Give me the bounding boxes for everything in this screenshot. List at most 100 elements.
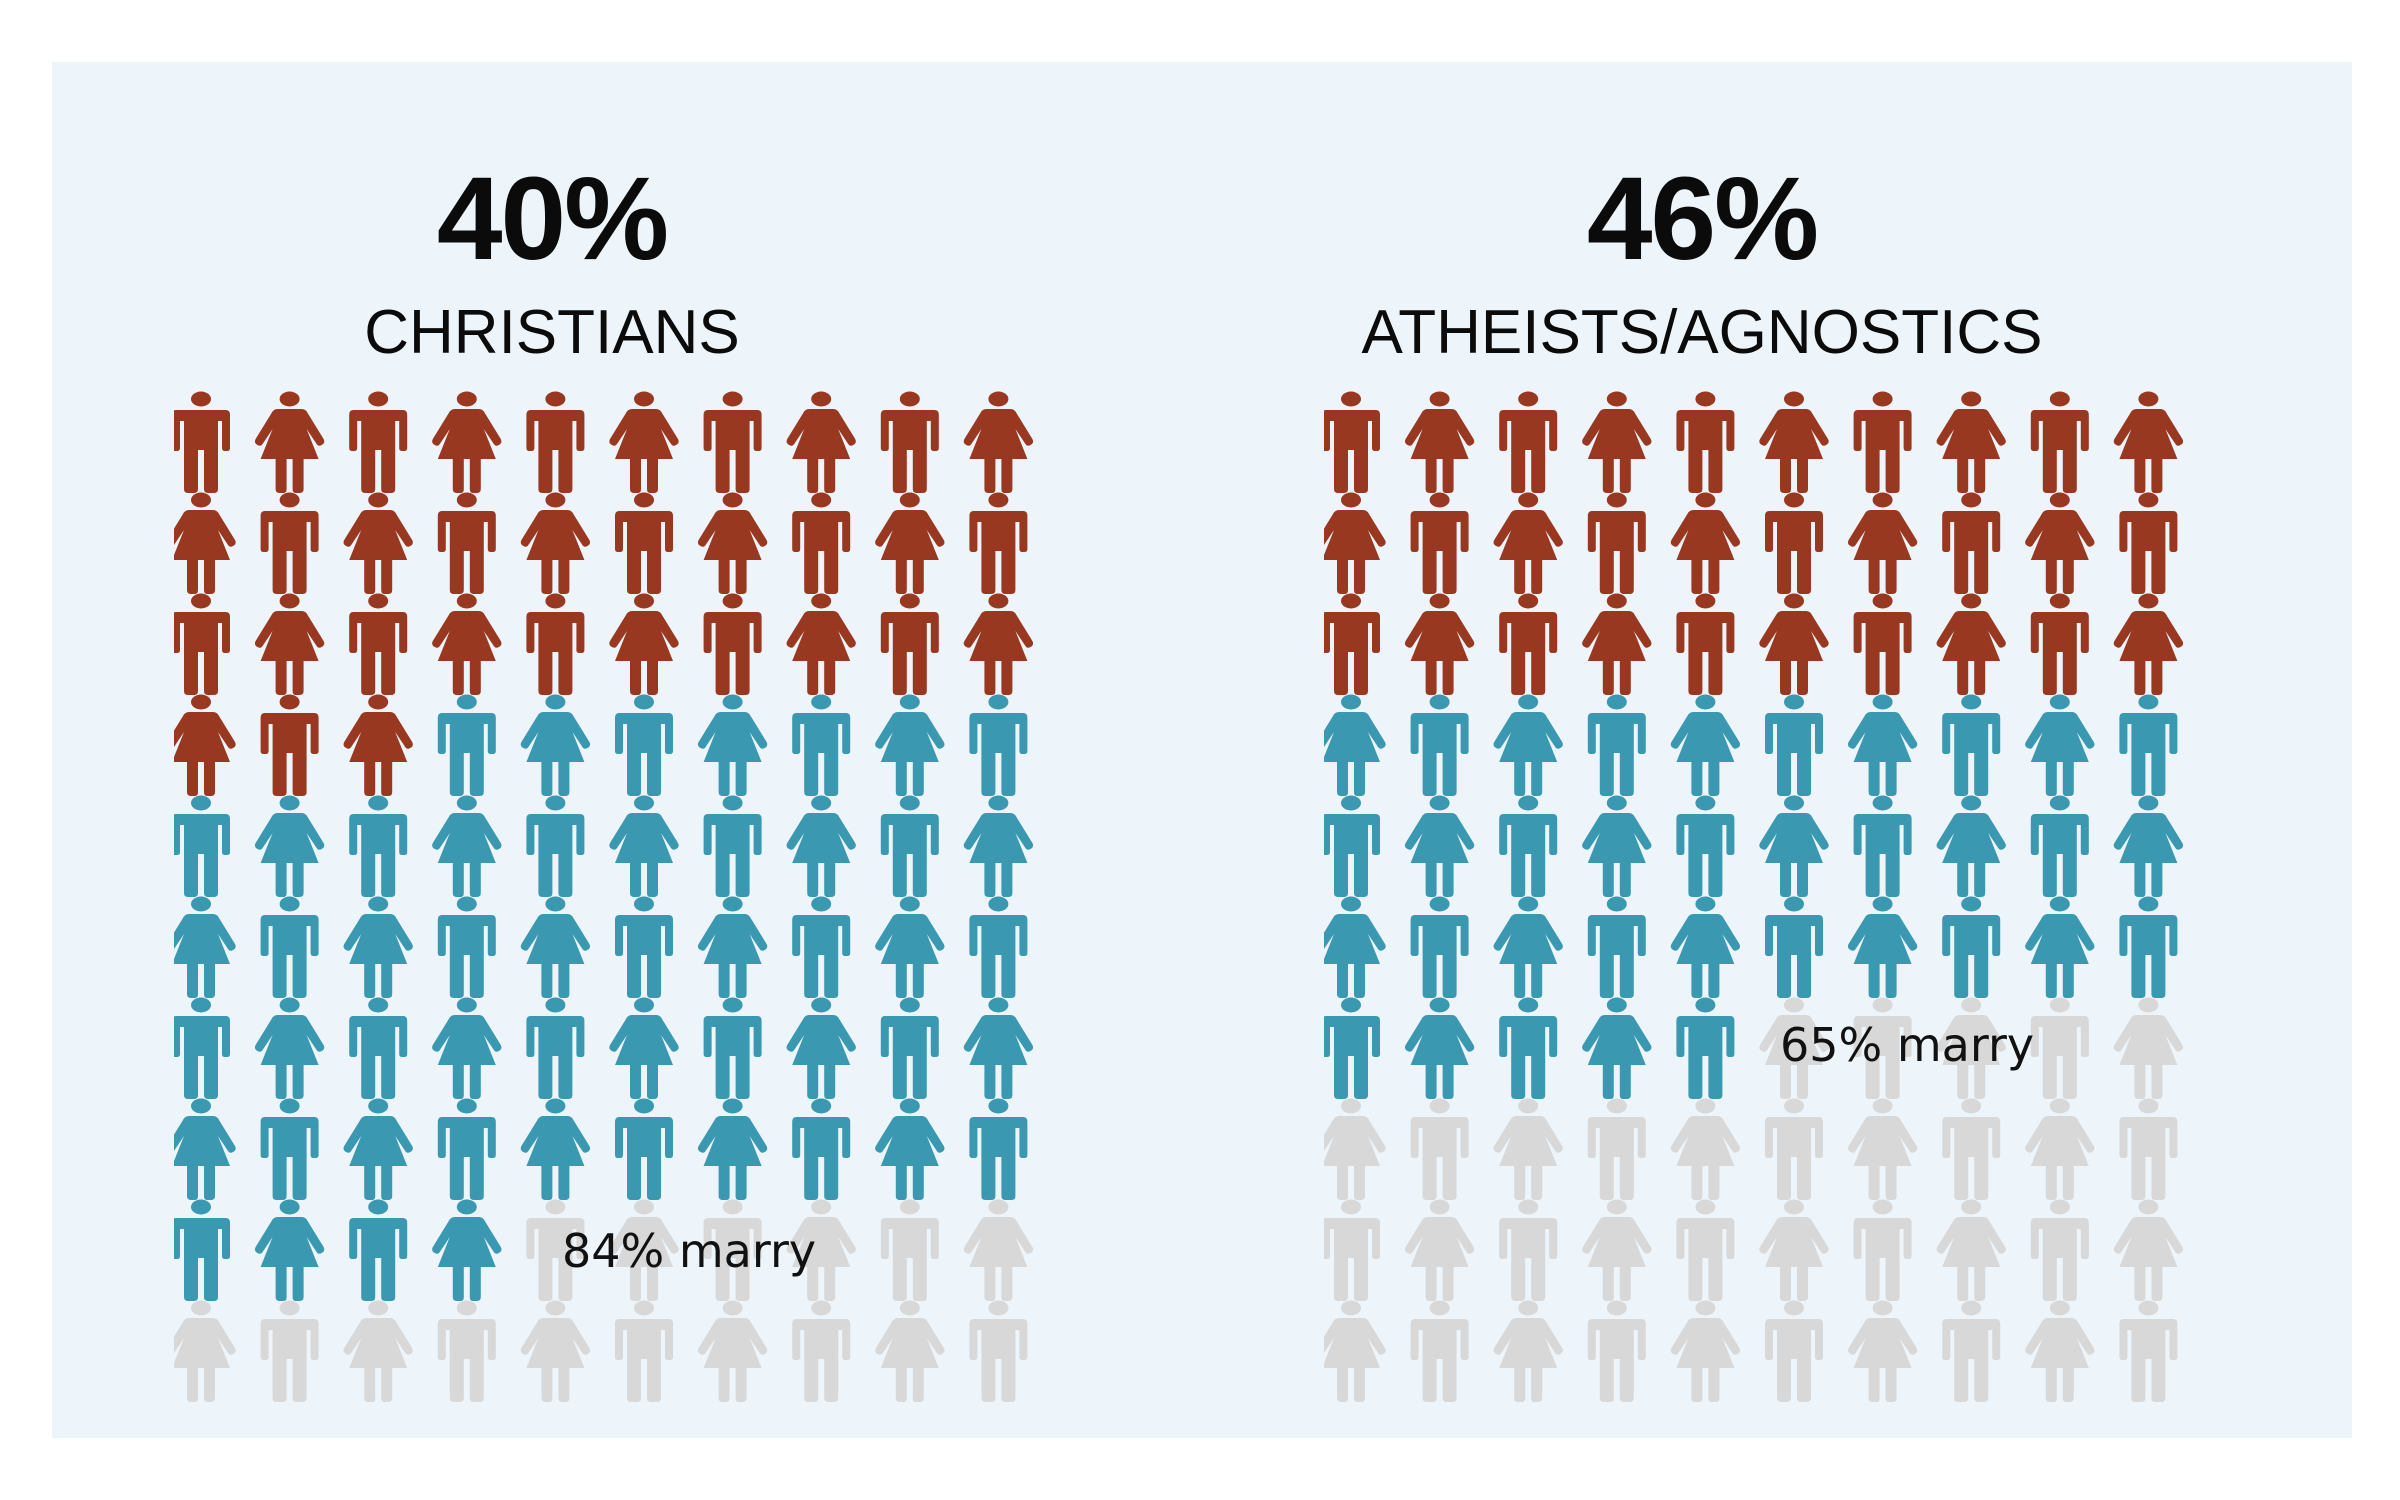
male-figure-icon	[969, 1300, 1028, 1402]
male-figure-icon	[615, 896, 673, 998]
female-figure-icon	[520, 1300, 591, 1402]
male-figure-icon	[349, 391, 408, 493]
male-figure-icon	[526, 391, 585, 493]
female-figure-icon	[875, 896, 945, 998]
female-figure-icon	[1847, 492, 1918, 594]
male-figure-icon	[1676, 997, 1735, 1099]
female-figure-icon	[174, 896, 236, 998]
female-figure-icon	[1670, 1300, 1741, 1402]
female-figure-icon	[1404, 391, 1475, 493]
male-figure-icon	[1942, 1098, 2001, 1200]
male-figure-icon	[703, 1199, 762, 1301]
female-figure-icon	[1670, 492, 1741, 594]
christians-percentage: 40%	[436, 153, 669, 285]
female-figure-icon	[1582, 997, 1652, 1099]
female-figure-icon	[1404, 1199, 1475, 1301]
infographic-panel: 40% CHRISTIANS 46% ATHEISTS/AGNOSTICS	[52, 62, 2352, 1438]
female-figure-icon	[963, 795, 1034, 897]
male-figure-icon	[1942, 896, 2001, 998]
male-figure-icon	[1410, 1098, 1469, 1200]
male-figure-icon	[792, 1098, 851, 1200]
atheists-group: 46% ATHEISTS/AGNOSTICS	[1202, 62, 2202, 1438]
christians-pictograph	[174, 387, 1054, 1467]
female-figure-icon	[1759, 593, 1829, 695]
male-figure-icon	[969, 896, 1028, 998]
male-figure-icon	[2119, 492, 2178, 594]
male-figure-icon	[969, 492, 1028, 594]
female-figure-icon	[254, 997, 325, 1099]
female-figure-icon	[254, 593, 325, 695]
female-figure-icon	[609, 795, 679, 897]
male-figure-icon	[1676, 593, 1735, 695]
female-figure-icon	[875, 1300, 945, 1402]
male-figure-icon	[174, 391, 230, 493]
female-figure-icon	[432, 593, 502, 695]
female-figure-icon	[520, 492, 591, 594]
female-figure-icon	[174, 492, 236, 594]
male-figure-icon	[1765, 1300, 1823, 1402]
male-figure-icon	[1587, 694, 1646, 796]
female-figure-icon	[254, 795, 325, 897]
female-figure-icon	[1936, 997, 2006, 1099]
female-figure-icon	[1847, 694, 1918, 796]
male-figure-icon	[880, 593, 939, 695]
male-figure-icon	[615, 694, 673, 796]
male-figure-icon	[260, 694, 319, 796]
female-figure-icon	[343, 694, 413, 796]
male-figure-icon	[1853, 1199, 1912, 1301]
male-figure-icon	[1853, 997, 1912, 1099]
male-figure-icon	[1499, 1199, 1558, 1301]
male-figure-icon	[1765, 492, 1823, 594]
female-figure-icon	[1493, 896, 1563, 998]
female-figure-icon	[1493, 1300, 1563, 1402]
female-figure-icon	[254, 1199, 325, 1301]
female-figure-icon	[1936, 593, 2006, 695]
female-figure-icon	[875, 694, 945, 796]
female-figure-icon	[2025, 1300, 2095, 1402]
female-figure-icon	[963, 593, 1034, 695]
female-figure-icon	[174, 1098, 236, 1200]
male-figure-icon	[174, 593, 230, 695]
male-figure-icon	[1499, 795, 1558, 897]
male-figure-icon	[2030, 1199, 2089, 1301]
male-figure-icon	[349, 997, 408, 1099]
male-figure-icon	[2030, 795, 2089, 897]
female-figure-icon	[1670, 896, 1741, 998]
male-figure-icon	[880, 391, 939, 493]
female-figure-icon	[343, 896, 413, 998]
female-figure-icon	[609, 1199, 679, 1301]
female-figure-icon	[697, 1098, 768, 1200]
christians-icon-grid	[174, 391, 1034, 1402]
male-figure-icon	[1765, 896, 1823, 998]
male-figure-icon	[260, 492, 319, 594]
male-figure-icon	[1324, 1199, 1380, 1301]
male-figure-icon	[2119, 1098, 2178, 1200]
male-figure-icon	[880, 997, 939, 1099]
male-figure-icon	[792, 694, 851, 796]
female-figure-icon	[875, 492, 945, 594]
female-figure-icon	[1759, 391, 1829, 493]
female-figure-icon	[2113, 593, 2184, 695]
male-figure-icon	[437, 1300, 496, 1402]
female-figure-icon	[1670, 694, 1741, 796]
male-figure-icon	[1324, 391, 1380, 493]
christians-marry-annotation: 84% marry	[562, 1224, 817, 1278]
female-figure-icon	[1582, 795, 1652, 897]
female-figure-icon	[1324, 492, 1386, 594]
female-figure-icon	[174, 694, 236, 796]
female-figure-icon	[1936, 1199, 2006, 1301]
female-figure-icon	[609, 391, 679, 493]
female-figure-icon	[1582, 391, 1652, 493]
male-figure-icon	[1587, 1300, 1646, 1402]
female-figure-icon	[1404, 593, 1475, 695]
female-figure-icon	[254, 391, 325, 493]
female-figure-icon	[520, 694, 591, 796]
male-figure-icon	[1676, 795, 1735, 897]
male-figure-icon	[349, 795, 408, 897]
male-figure-icon	[1587, 492, 1646, 594]
male-figure-icon	[526, 1199, 585, 1301]
female-figure-icon	[432, 795, 502, 897]
male-figure-icon	[526, 795, 585, 897]
male-figure-icon	[260, 896, 319, 998]
male-figure-icon	[526, 997, 585, 1099]
